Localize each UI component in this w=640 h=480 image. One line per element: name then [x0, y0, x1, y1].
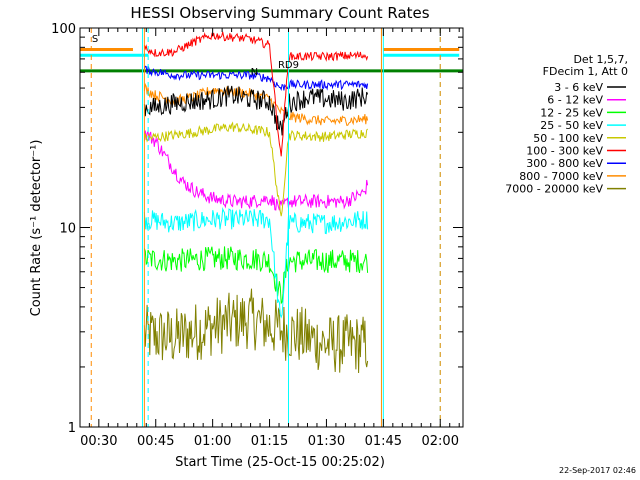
series-line-3to6keV — [143, 85, 369, 136]
series-line-7000to20000keV — [143, 288, 369, 374]
series-lines — [143, 31, 369, 374]
annotation-n: N — [251, 67, 258, 78]
y-axis-label: Count Rate (s⁻¹ detector⁻¹) — [29, 140, 44, 317]
legend-header: Det 1,5,7, — [573, 53, 628, 66]
generation-timestamp: 22-Sep-2017 02:46 — [559, 466, 636, 475]
legend-header: FDecim 1, Att 0 — [543, 65, 628, 78]
y-tick-label: 10 — [59, 222, 76, 237]
x-tick-label: 00:30 — [80, 434, 117, 449]
x-tick-label: 01:15 — [251, 434, 288, 449]
plot-annotations: S N RD9 — [92, 34, 299, 78]
series-line-12to25keV — [143, 246, 369, 305]
annotation-rd9: RD9 — [278, 60, 299, 71]
x-tick-label: 01:30 — [308, 434, 345, 449]
legend-entry-label: 50 - 100 keV — [533, 132, 603, 145]
y-tick-label: 100 — [51, 22, 76, 37]
y-tick-label: 1 — [68, 421, 76, 436]
legend-entry-label: 7000 - 20000 keV — [505, 183, 603, 196]
x-axis-label: Start Time (25-Oct-15 00:25:02) — [175, 455, 385, 470]
series-line-25to50keV — [143, 207, 369, 319]
chart-title: HESSI Observing Summary Count Rates — [130, 4, 429, 22]
legend-entry-label: 800 - 7000 keV — [519, 170, 603, 183]
legend-entry-label: 25 - 50 keV — [540, 119, 603, 132]
legend-entry-label: 6 - 12 keV — [547, 94, 603, 107]
series-line-50to100keV — [143, 121, 369, 217]
series-line-100to300keV — [143, 31, 369, 157]
x-axis-ticks: 00:30 00:45 01:00 01:15 01:30 01:45 02:00 — [80, 28, 460, 449]
x-tick-label: 01:45 — [365, 434, 402, 449]
legend-entry-label: 12 - 25 keV — [540, 106, 603, 119]
vertical-markers — [90, 28, 441, 427]
annotation-s: S — [92, 34, 98, 45]
x-tick-label: 01:00 — [194, 434, 231, 449]
legend-entry-label: 100 - 300 keV — [526, 145, 603, 158]
x-tick-label: 00:45 — [137, 434, 174, 449]
legend-entry-label: 300 - 800 keV — [526, 157, 603, 170]
series-line-6to12keV — [143, 129, 369, 211]
x-tick-label: 02:00 — [422, 434, 459, 449]
series-line-300to800keV — [143, 65, 369, 92]
legend-entry-label: 3 - 6 keV — [554, 81, 603, 94]
y-axis-ticks: 1 10 100 — [51, 22, 463, 436]
